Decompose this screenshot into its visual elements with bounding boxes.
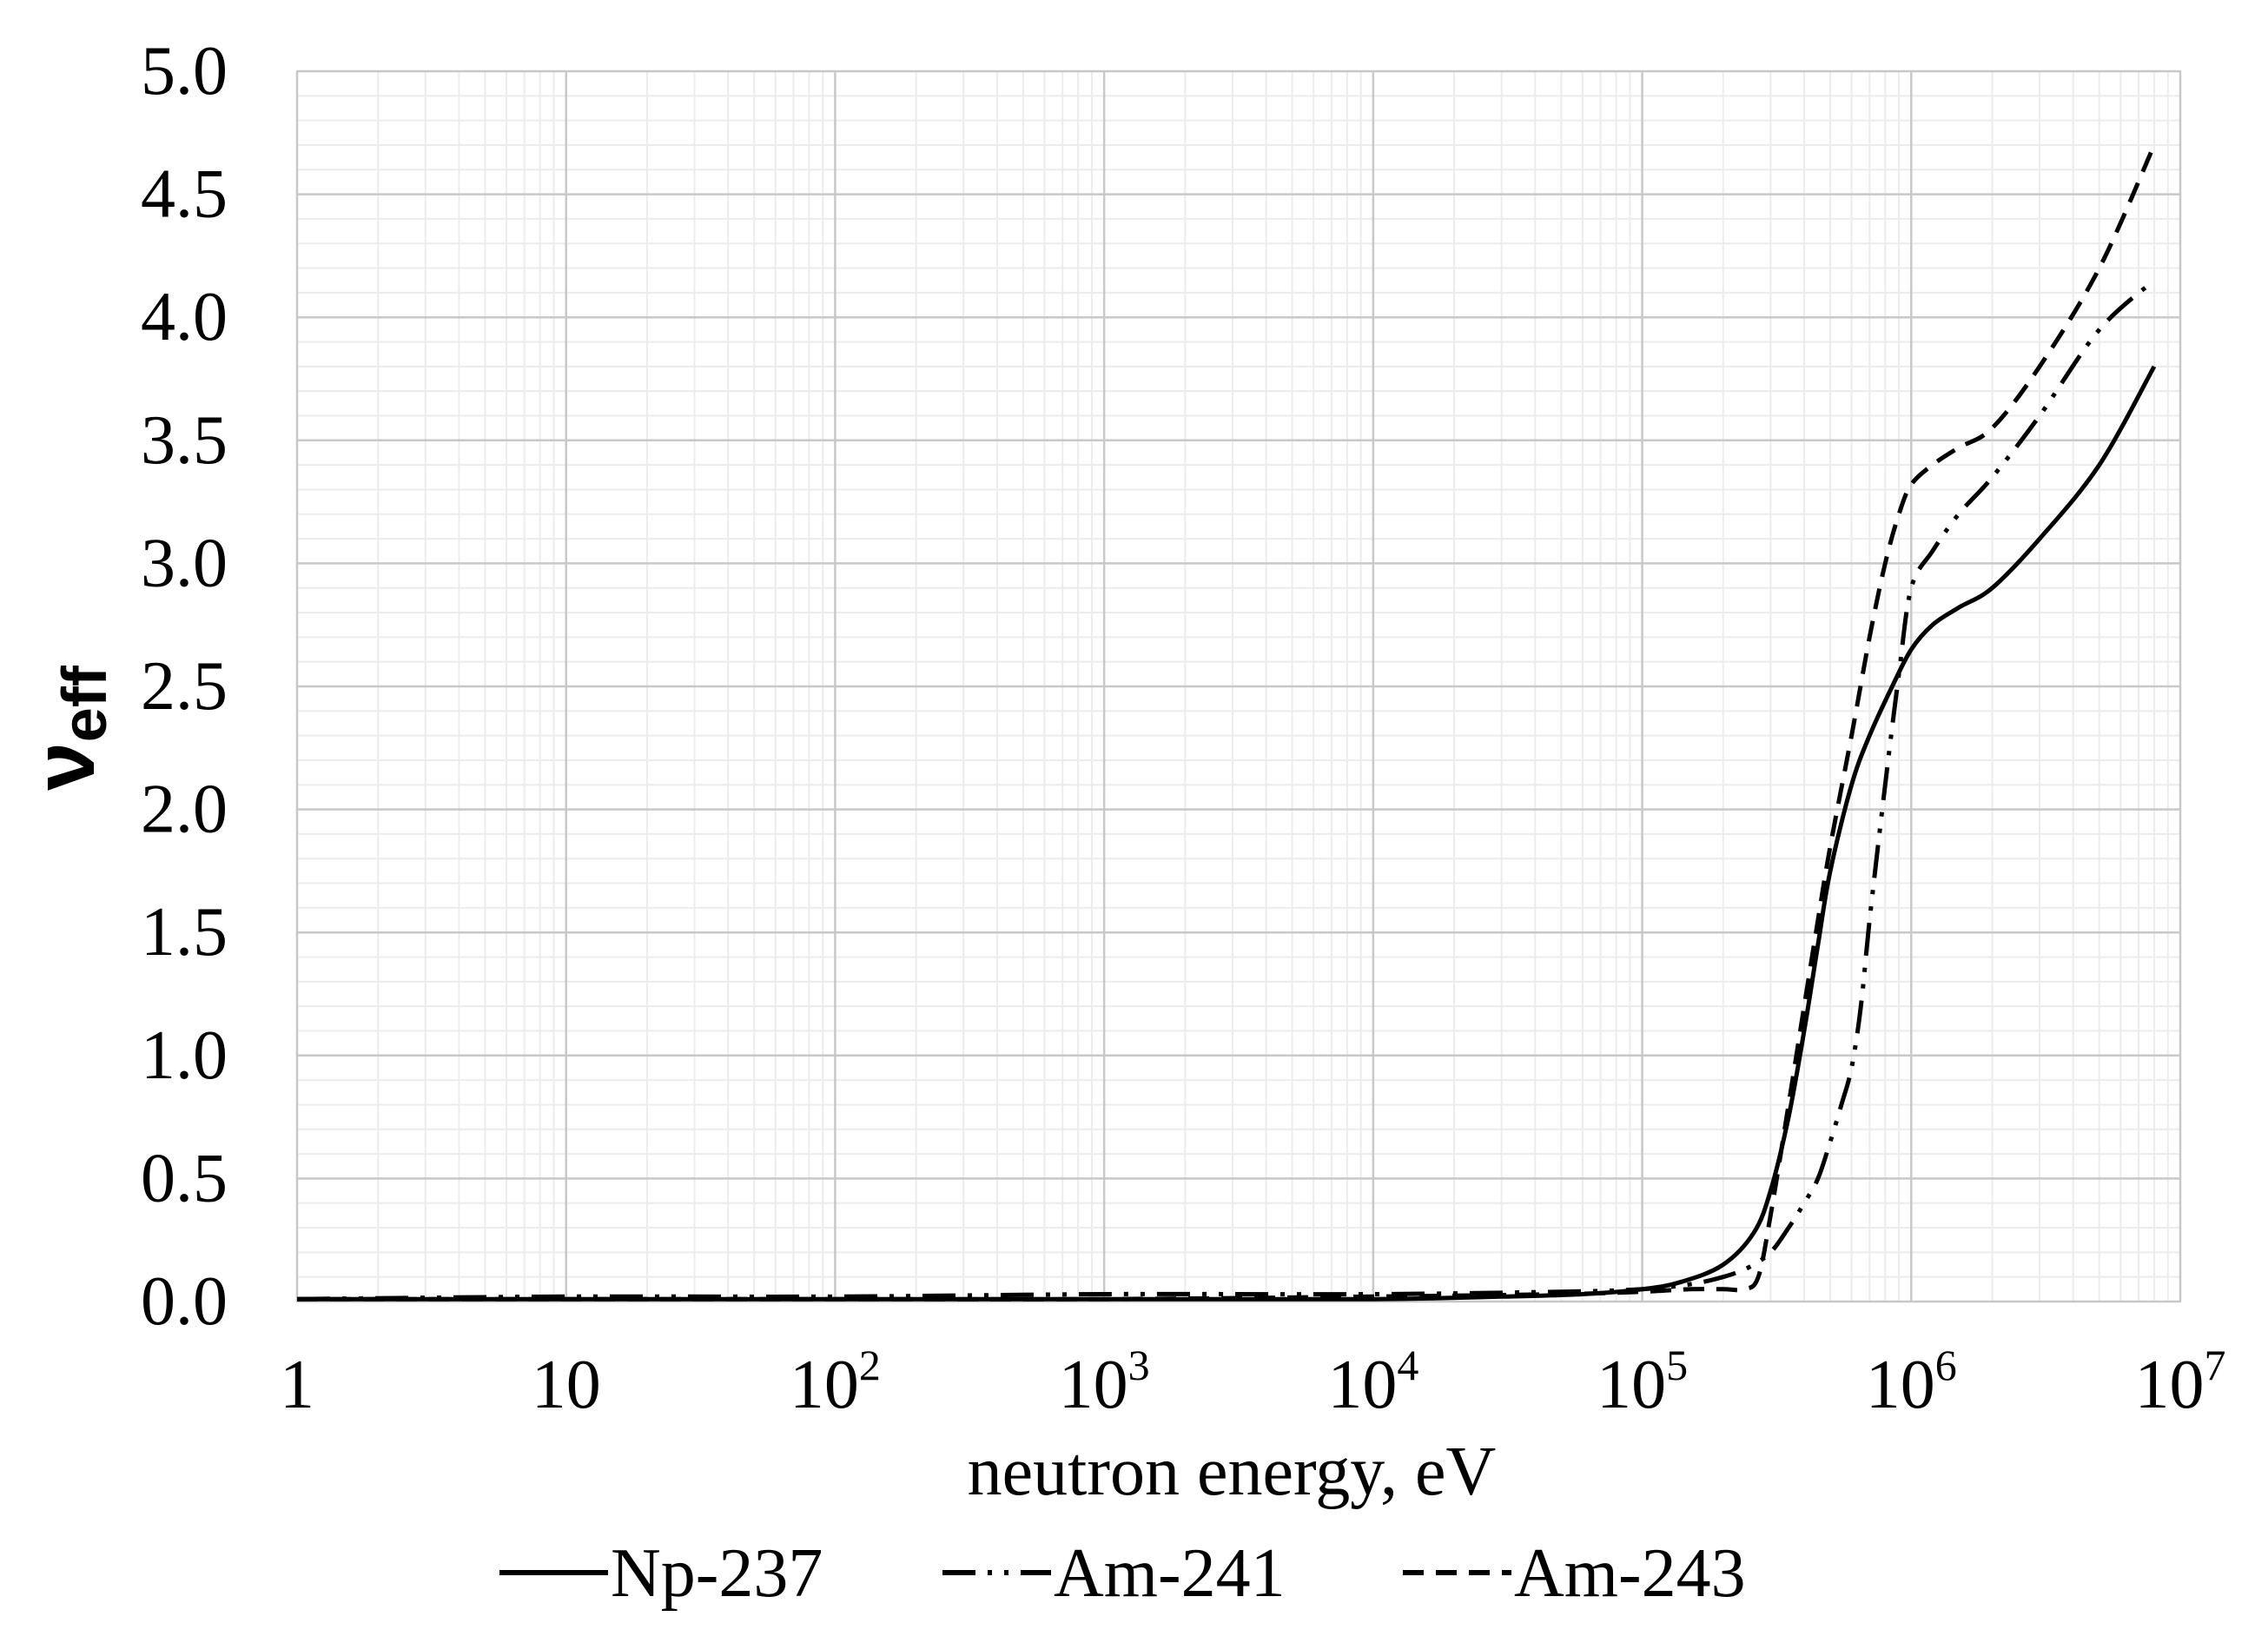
series-layer: [296, 143, 2157, 1302]
y-tick-label: 1.0: [141, 1017, 228, 1094]
y-tick-label: 0.5: [141, 1140, 228, 1216]
x-tick-label: 1: [280, 1347, 314, 1423]
y-tick-label: 3.5: [141, 402, 228, 479]
svg-text:νeff: νeff: [16, 665, 120, 791]
x-axis-label: neutron energy, eV: [968, 1434, 1497, 1510]
x-tick-label: 103: [1059, 1341, 1150, 1423]
x-tick-label: 10: [532, 1347, 601, 1423]
y-tick-label: 3.0: [141, 525, 228, 601]
y-tick-label: 2.0: [141, 772, 228, 848]
x-tick-label: 102: [790, 1341, 881, 1423]
legend-item-am-243: Am-243: [1403, 1535, 1746, 1612]
y-axis-label: νeff: [16, 665, 120, 791]
x-tick-labels: 1 10 102 103 104 105 106 107: [280, 1341, 2226, 1423]
series-line-am-241: [296, 278, 2156, 1302]
y-tick-label: 1.5: [141, 894, 228, 971]
y-tick-label: 4.5: [141, 156, 228, 233]
legend-item-np-237: Np-237: [499, 1535, 823, 1612]
legend-label-np-237: Np-237: [611, 1535, 823, 1612]
y-tick-label: 4.0: [141, 279, 228, 355]
y-axis-label-main: ν: [16, 742, 113, 791]
series-line-np-237: [297, 365, 2157, 1302]
plot-frame: [296, 70, 2181, 1302]
x-tick-label: 104: [1327, 1341, 1418, 1423]
legend-label-am-243: Am-243: [1514, 1535, 1746, 1612]
y-tick-label: 0.0: [141, 1263, 228, 1340]
x-tick-label: 106: [1866, 1341, 1957, 1423]
y-tick-labels: 0.0 0.5 1.0 1.5 2.0 2.5 3.0 3.5 4.0 4.5 5.0: [141, 33, 228, 1340]
x-tick-label: 107: [2135, 1341, 2226, 1423]
y-tick-label: 5.0: [141, 33, 228, 109]
legend-item-am-241: Am-241: [942, 1535, 1286, 1612]
series-line-am-243: [297, 143, 2157, 1302]
grid-major: [295, 70, 2182, 1303]
y-axis-label-sub: eff: [50, 665, 120, 742]
y-tick-label: 2.5: [141, 648, 228, 725]
legend: Np-237 Am-241 Am-243: [499, 1535, 1746, 1612]
x-tick-label: 105: [1597, 1341, 1688, 1423]
legend-label-am-241: Am-241: [1054, 1535, 1286, 1612]
